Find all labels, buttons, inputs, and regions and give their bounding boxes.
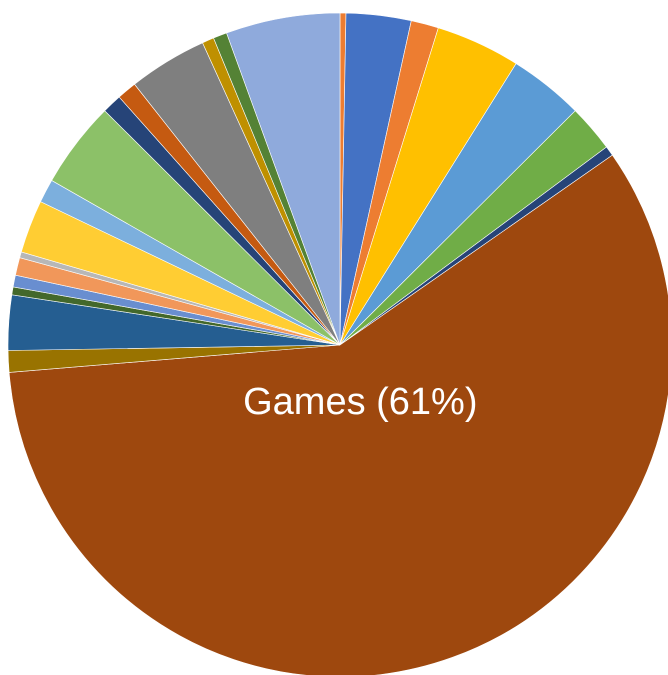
pie-slice-label: Games (61%) [243, 381, 477, 423]
pie-slices [7, 12, 668, 675]
pie-slice-23 [226, 12, 341, 346]
pie-slice-8 [8, 154, 668, 675]
pie-labels: Games (61%) [243, 381, 477, 423]
